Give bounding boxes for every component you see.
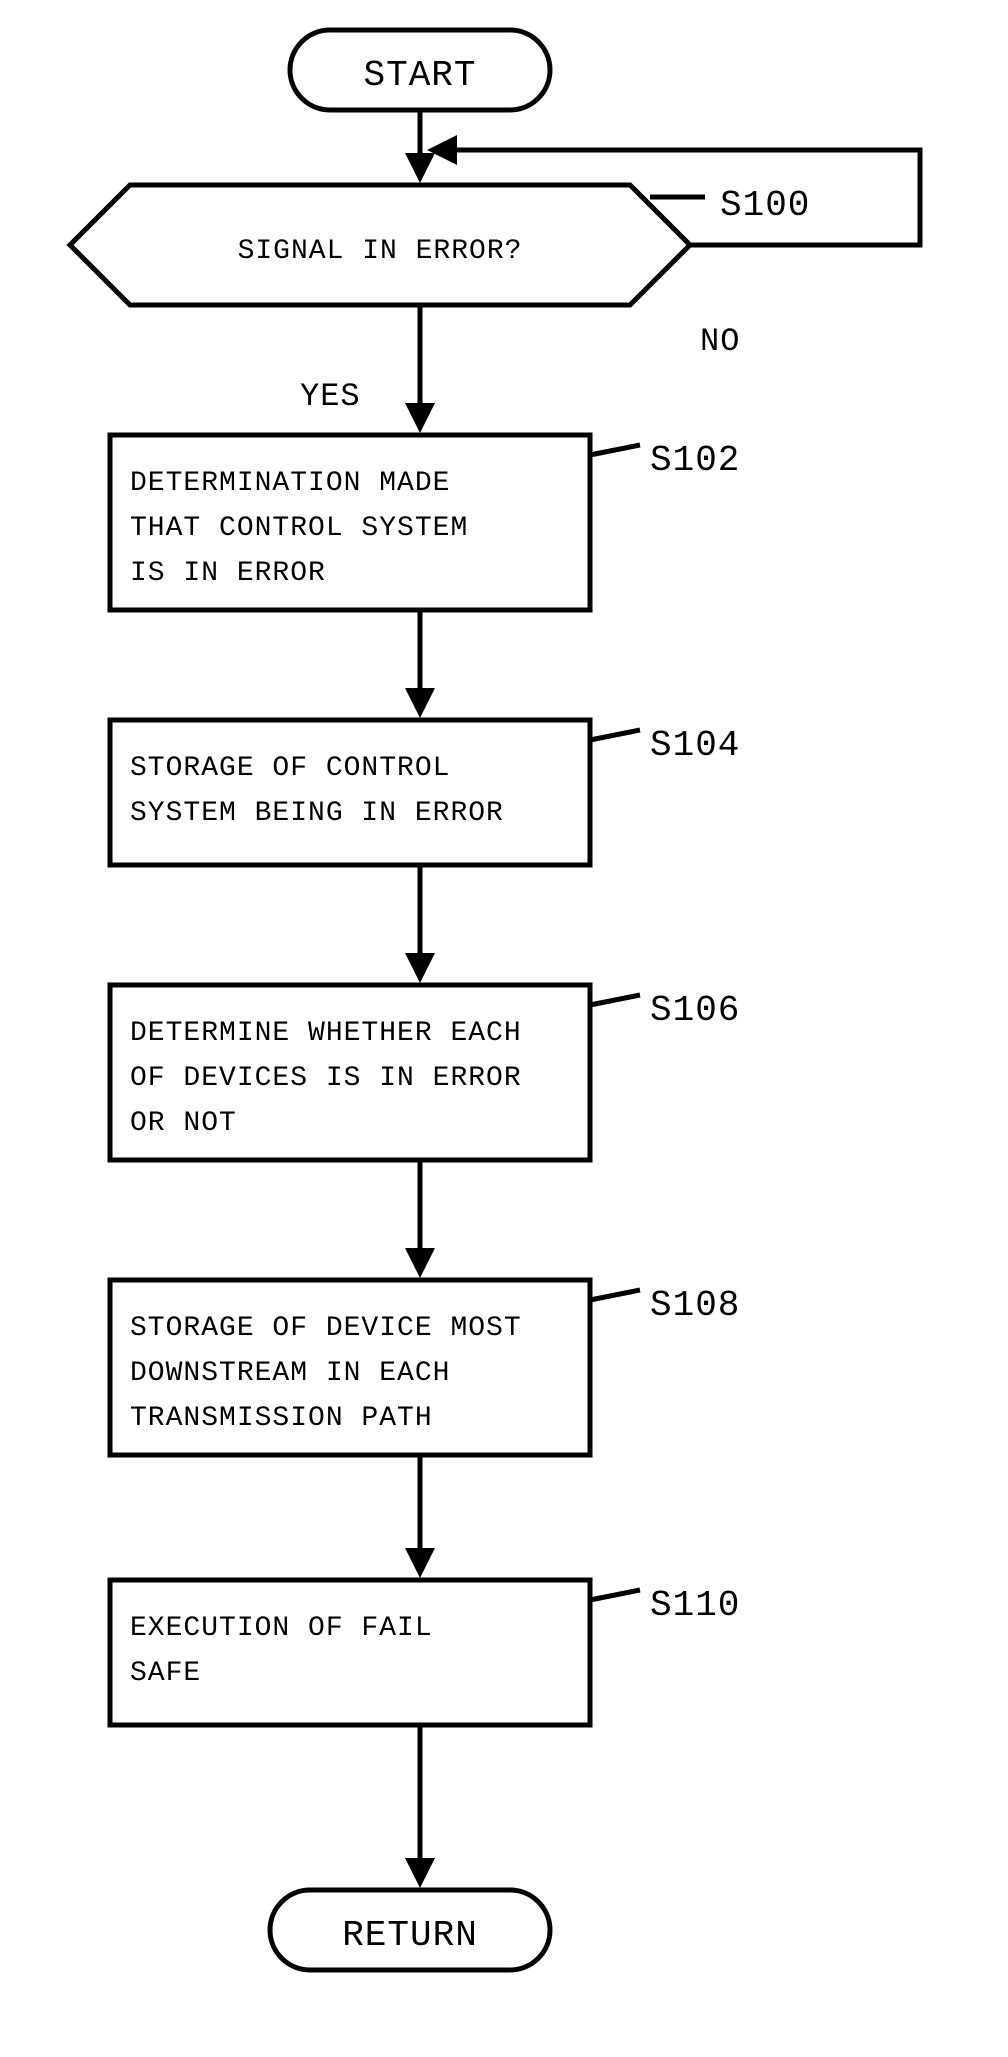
yes-label: YES bbox=[300, 378, 361, 415]
s110-line1: SAFE bbox=[130, 1658, 201, 1689]
s108-line1: DOWNSTREAM IN EACH bbox=[130, 1358, 450, 1389]
s104-line1: SYSTEM BEING IN ERROR bbox=[130, 798, 504, 829]
s108-line2: TRANSMISSION PATH bbox=[130, 1403, 433, 1434]
s102-line1: THAT CONTROL SYSTEM bbox=[130, 513, 468, 544]
s106-line1: OF DEVICES IS IN ERROR bbox=[130, 1063, 522, 1094]
s108-lead bbox=[590, 1290, 640, 1300]
s110-lead bbox=[590, 1590, 640, 1600]
s106-line2: OR NOT bbox=[130, 1108, 237, 1139]
s104-line0: STORAGE OF CONTROL bbox=[130, 753, 450, 784]
s106-line0: DETERMINE WHETHER EACH bbox=[130, 1018, 522, 1049]
return-text: RETURN bbox=[342, 1915, 478, 1956]
s100-label: S100 bbox=[720, 185, 810, 226]
start-text: START bbox=[363, 55, 476, 96]
s110-label: S110 bbox=[650, 1585, 740, 1626]
decision-text: SIGNAL IN ERROR? bbox=[238, 236, 523, 267]
s104-node bbox=[110, 720, 590, 865]
s110-line0: EXECUTION OF FAIL bbox=[130, 1613, 433, 1644]
s106-label: S106 bbox=[650, 990, 740, 1031]
flowchart-canvas: START SIGNAL IN ERROR? S100 NO YES DETER… bbox=[0, 0, 1008, 2057]
s102-line2: IS IN ERROR bbox=[130, 558, 326, 589]
s102-lead bbox=[590, 445, 640, 455]
s102-line0: DETERMINATION MADE bbox=[130, 468, 450, 499]
s102-label: S102 bbox=[650, 440, 740, 481]
s106-lead bbox=[590, 995, 640, 1005]
s110-node bbox=[110, 1580, 590, 1725]
s108-label: S108 bbox=[650, 1285, 740, 1326]
s104-label: S104 bbox=[650, 725, 740, 766]
no-label: NO bbox=[700, 323, 740, 360]
s104-lead bbox=[590, 730, 640, 740]
s108-line0: STORAGE OF DEVICE MOST bbox=[130, 1313, 522, 1344]
